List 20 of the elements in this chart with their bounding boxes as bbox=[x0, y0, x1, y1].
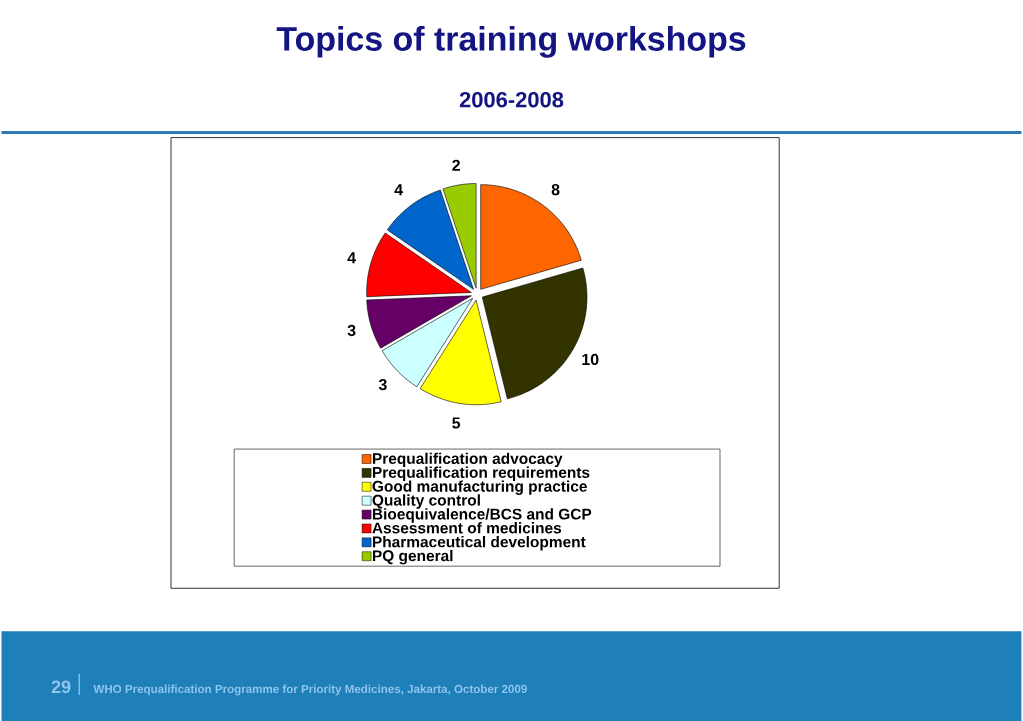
legend-label: Quality control bbox=[372, 494, 480, 509]
chart-subtitle: 2006-2008 bbox=[459, 91, 564, 108]
legend-label: Prequalification requirements bbox=[372, 466, 590, 482]
text: WHO Prequalification Programme for Priority Medicines, Jakarta, October 2009 bbox=[93, 684, 527, 696]
data-label: 3 bbox=[347, 324, 356, 337]
data-label: 2 bbox=[452, 159, 460, 171]
legend-label: PQ general bbox=[372, 549, 453, 565]
data-label: 3 bbox=[378, 379, 387, 391]
legend-label: Prequalification advocacy bbox=[372, 452, 563, 468]
legend-label: Bioequivalence/BCS and GCP bbox=[372, 508, 592, 523]
chart-title: Topics of training workshops bbox=[276, 26, 746, 58]
data-label: 4 bbox=[394, 184, 403, 196]
data-label: 10 bbox=[582, 353, 599, 366]
legend-label: Good manufacturing practice bbox=[372, 480, 587, 495]
legend-label: Pharmaceutical development bbox=[372, 536, 586, 551]
data-label: 5 bbox=[452, 417, 461, 429]
legend-label: Assessment of medicines bbox=[372, 522, 562, 534]
data-label: 8 bbox=[551, 184, 560, 196]
text: 29 bbox=[51, 680, 71, 694]
data-label: 4 bbox=[347, 252, 356, 264]
